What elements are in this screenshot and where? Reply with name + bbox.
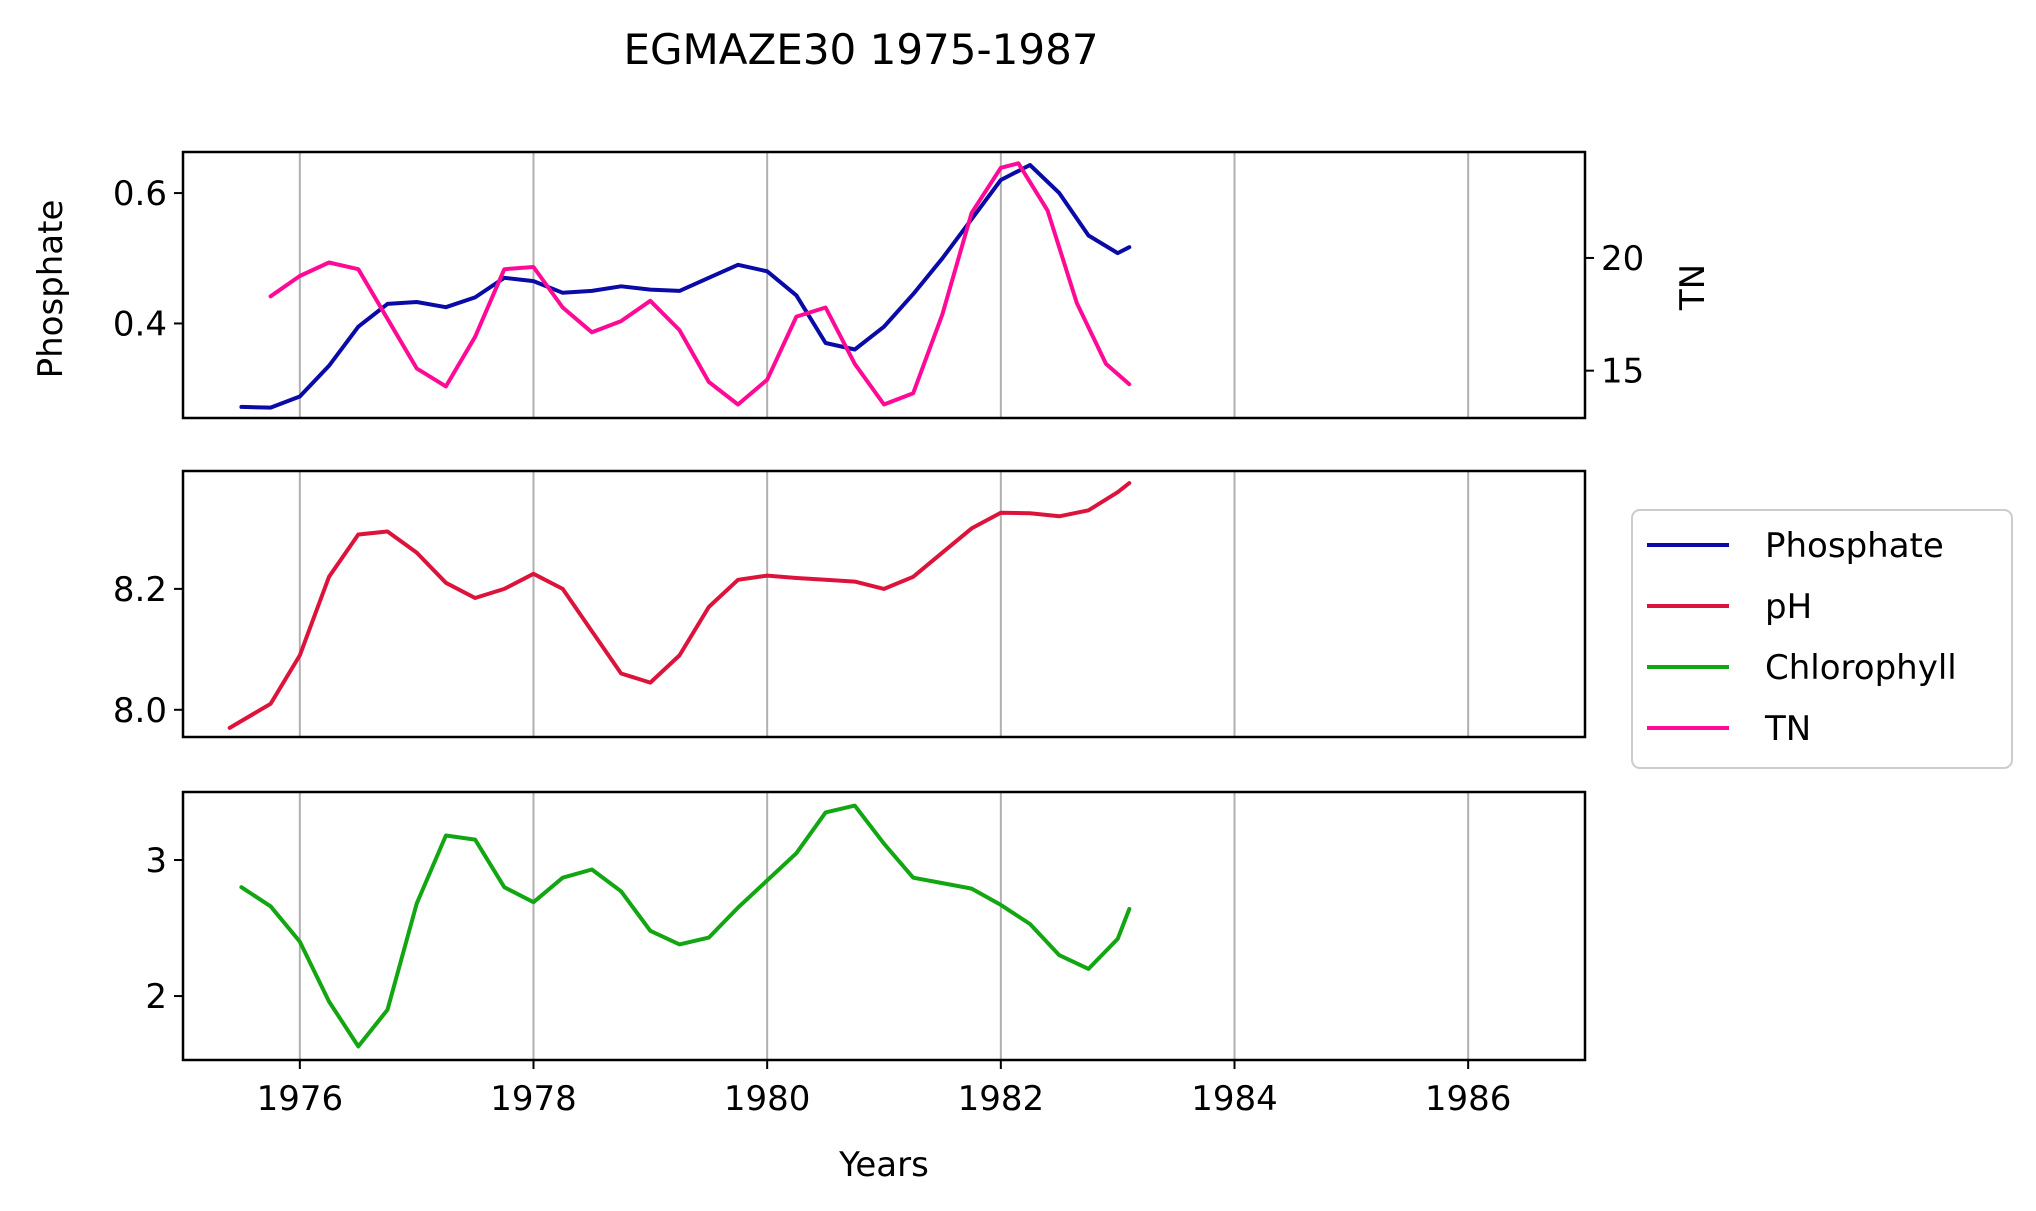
phosphate-series-line bbox=[239, 163, 1132, 410]
subplot-1: 0.4 0.6 15 20 bbox=[113, 150, 1644, 420]
y-tick-label: 0.6 bbox=[113, 174, 167, 214]
x-tick-label: 1980 bbox=[724, 1079, 811, 1119]
x-tick-label: 1986 bbox=[1425, 1079, 1512, 1119]
subplot-2: 8.0 8.2 bbox=[113, 469, 1587, 739]
legend-box bbox=[1631, 509, 2013, 769]
x-tick-label: 1978 bbox=[490, 1079, 577, 1119]
axes-frame bbox=[181, 790, 1587, 1062]
legend-label: pH bbox=[1765, 587, 1812, 627]
legend-item: TN bbox=[1647, 709, 1811, 749]
x-axis-label: Years bbox=[838, 1145, 929, 1185]
legend: Phosphate pH Chlorophyll TN bbox=[1631, 509, 2013, 769]
y-tick-label: 8.0 bbox=[113, 691, 167, 731]
y-tick-label: 8.2 bbox=[113, 570, 167, 610]
right-y-tick-label: 15 bbox=[1601, 352, 1644, 392]
y-tick-label: 2 bbox=[145, 977, 167, 1017]
axes-frame bbox=[181, 150, 1587, 420]
tn-series-line bbox=[268, 161, 1132, 407]
y-axis-label-phosphate: Phosphate bbox=[31, 200, 71, 379]
right-y-tick-label: 20 bbox=[1601, 239, 1644, 279]
legend-label: Phosphate bbox=[1765, 526, 1944, 566]
y-tick-label: 3 bbox=[145, 841, 167, 881]
legend-label: Chlorophyll bbox=[1765, 648, 1957, 688]
legend-label: TN bbox=[1764, 709, 1811, 749]
axes-frame bbox=[181, 469, 1587, 739]
subplot-3: 2 3 1976 1978 1980 1982 1984 1986 bbox=[145, 790, 1587, 1119]
legend-item: Chlorophyll bbox=[1647, 648, 1957, 688]
y-axis-label-tn: TN bbox=[1673, 264, 1713, 311]
chart-title: EGMAZE30 1975-1987 bbox=[623, 25, 1098, 74]
x-tick-label: 1976 bbox=[257, 1079, 344, 1119]
legend-item: pH bbox=[1647, 587, 1812, 627]
subplot-panels: 0.4 0.6 15 20 8.0 8.2 2 3 1976 1978 1980 1982 1984 19… bbox=[113, 150, 1644, 1119]
chlorophyll-series-line bbox=[239, 803, 1132, 1049]
x-tick-label: 1984 bbox=[1191, 1079, 1278, 1119]
ph-series-line bbox=[227, 481, 1132, 730]
x-tick-label: 1982 bbox=[958, 1079, 1045, 1119]
legend-item: Phosphate bbox=[1647, 526, 1944, 566]
y-tick-label: 0.4 bbox=[113, 304, 167, 344]
